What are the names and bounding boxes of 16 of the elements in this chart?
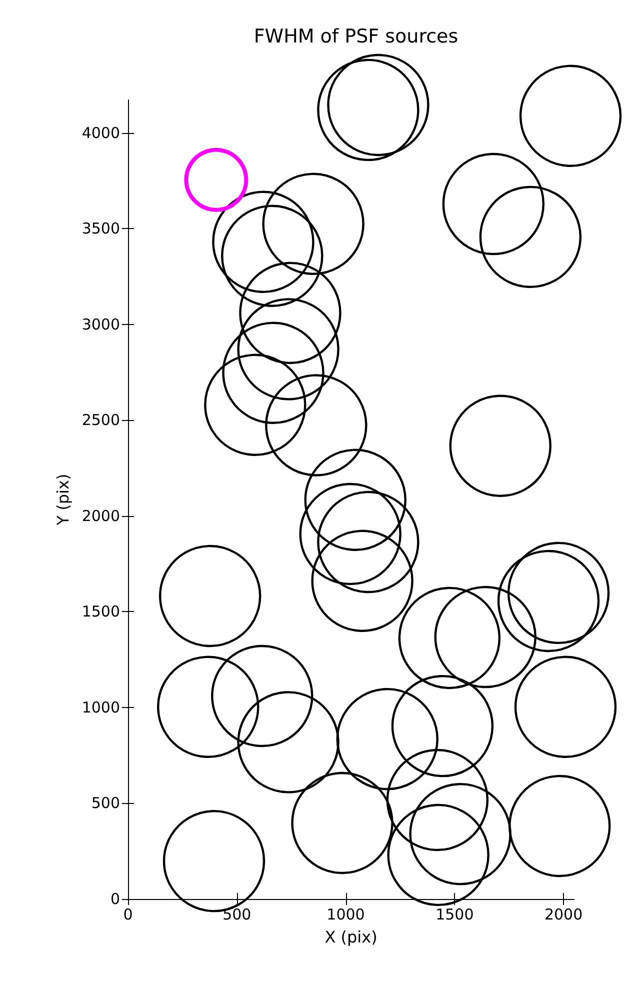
y-tick-label: 3000 [82, 315, 120, 334]
y-tick-label: 4000 [82, 124, 120, 142]
y-tick-label: 3500 [82, 220, 120, 238]
x-tick-label: 0 [123, 906, 133, 924]
y-tick-label: 1000 [82, 698, 120, 716]
y-tick-label: 2500 [82, 411, 120, 430]
x-tick-label: 2000 [544, 906, 583, 924]
y-tick-label: 0 [110, 890, 120, 908]
y-tick-label: 2000 [82, 506, 120, 525]
x-tick-label: 1500 [436, 906, 474, 924]
y-tick-label: 1500 [82, 602, 120, 621]
x-axis-title: X (pix) [324, 928, 378, 946]
y-axis-title: Y (pix) [53, 474, 72, 526]
chart-title: FWHM of PSF sources [254, 26, 458, 48]
x-tick-label: 1000 [326, 906, 365, 924]
y-tick-label: 500 [91, 794, 120, 812]
